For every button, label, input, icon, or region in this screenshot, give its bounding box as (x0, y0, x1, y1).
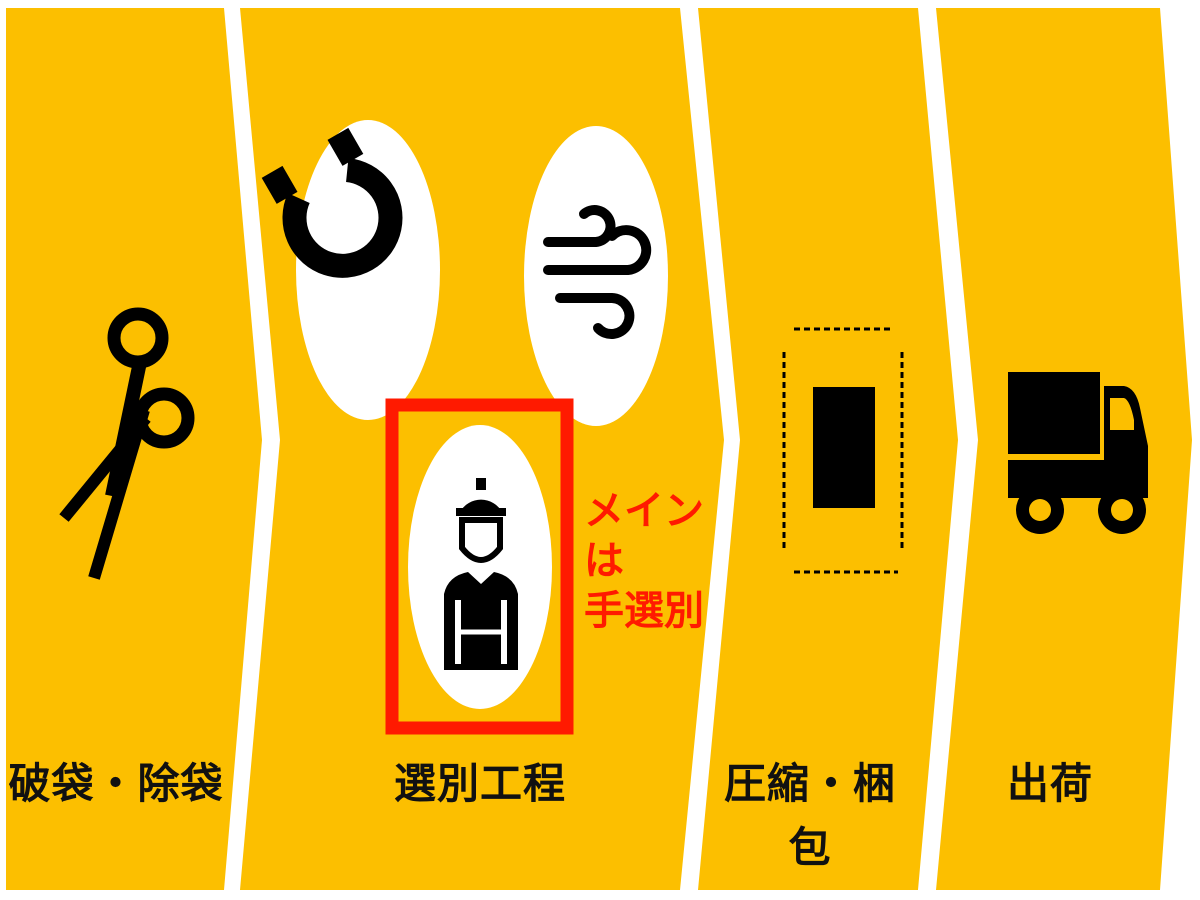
truck-icon (1008, 372, 1148, 534)
stage-label-compress-pack: 圧縮・梱包 (723, 759, 896, 872)
stage-label-bag-breaking: 破袋・除袋 (8, 759, 224, 808)
manual-sorting-callout: メインは 手選別 (584, 486, 734, 636)
worker-icon (444, 478, 518, 670)
stage-label-shipping: 出荷 (1006, 759, 1093, 808)
magnet-icon (261, 127, 403, 278)
stage-label-sorting: 選別工程 (393, 759, 566, 808)
scissors-icon (59, 307, 195, 580)
wind-circle (524, 126, 668, 426)
bale-icon (782, 327, 904, 574)
wind-icon (543, 205, 652, 339)
callout-line-2: 手選別 (584, 588, 704, 634)
highlight-frame (385, 398, 574, 735)
callout-line-1: メインは (584, 488, 704, 584)
